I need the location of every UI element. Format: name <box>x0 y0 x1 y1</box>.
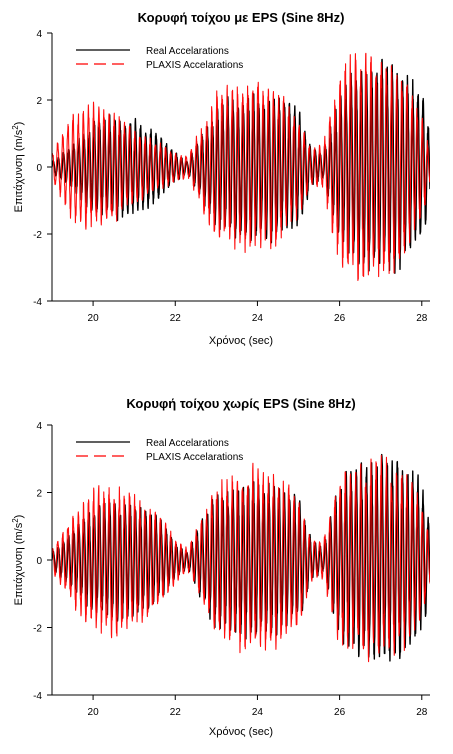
y-tick-label: -2 <box>33 230 42 241</box>
x-tick-label: 28 <box>416 707 428 718</box>
x-tick-label: 20 <box>88 707 100 718</box>
y-tick-label: 4 <box>36 421 42 432</box>
y-tick-label: 0 <box>36 556 42 567</box>
series-plaxis-line <box>52 52 430 282</box>
chart-title: Κορυφή τοίχου χωρίς EPS (Sine 8Hz) <box>126 396 355 411</box>
legend-label-plaxis: PLAXIS Accelarations <box>146 60 243 71</box>
x-tick-label: 24 <box>252 313 264 324</box>
chart-without-eps: Κορυφή τοίχου χωρίς EPS (Sine 8Hz) -4 -2 0 2… <box>11 396 430 738</box>
plot-area <box>52 52 430 282</box>
y-axis-label-close: ) <box>13 122 25 126</box>
x-tick-label: 26 <box>334 707 346 718</box>
x-tick-label: 22 <box>170 313 182 324</box>
legend-label-plaxis: PLAXIS Accelarations <box>146 452 243 463</box>
x-axis-label: Χρόνος (sec) <box>209 335 273 347</box>
x-tick-label: 26 <box>334 313 346 324</box>
y-tick-label: 2 <box>36 96 42 107</box>
chart-panel-without-eps: Κορυφή τοίχου χωρίς EPS (Sine 8Hz) -4 -2 0 2… <box>0 377 453 754</box>
chart-with-eps: Κορυφή τοίχου με EPS (Sine 8Hz)-4-202420… <box>11 10 430 347</box>
y-axis-label: Επιτάχυνση (m/s2) <box>11 515 26 606</box>
x-tick-label: 22 <box>170 707 182 718</box>
y-axis-label-close: ) <box>13 515 25 519</box>
x-tick-label: 20 <box>88 313 100 324</box>
y-tick-label: -4 <box>33 297 42 308</box>
y-axis-label-text: Επιτάχυνση (m/s <box>13 129 25 212</box>
y-axis-label-superscript: 2 <box>11 518 20 523</box>
y-tick-label: 0 <box>36 163 42 174</box>
y-tick-label: -2 <box>33 624 42 635</box>
legend-label-real: Real Accelarations <box>146 438 229 449</box>
series-plaxis-line <box>52 454 430 663</box>
chart-panel-with-eps: Κορυφή τοίχου με EPS (Sine 8Hz) -4 -2 0 2 4 20… <box>11 10 430 347</box>
y-axis-label-superscript: 2 <box>11 125 20 130</box>
y-tick-label: 4 <box>36 29 42 40</box>
plot-area <box>52 453 430 663</box>
legend-label-real: Real Accelarations <box>146 46 229 57</box>
x-axis-label: Χρόνος (sec) <box>209 726 273 738</box>
chart-title: Κορυφή τοίχου με EPS (Sine 8Hz) <box>138 10 345 25</box>
y-axis-label: Επιτάχυνση (m/s2) <box>11 122 26 213</box>
y-tick-label: -4 <box>33 691 42 702</box>
x-tick-label: 28 <box>416 313 428 324</box>
x-tick-label: 24 <box>252 707 264 718</box>
y-axis-label-text: Επιτάχυνση (m/s <box>13 522 25 605</box>
y-tick-label: 2 <box>36 489 42 500</box>
